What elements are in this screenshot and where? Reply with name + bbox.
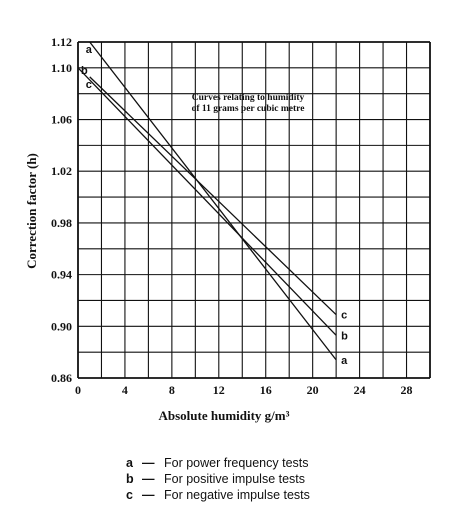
- curve-start-label-a: a: [86, 44, 93, 56]
- legend-item-a: a — For power frequency tests: [126, 455, 310, 471]
- y-tick-label: 0.98: [51, 216, 72, 230]
- legend-key-a: a: [126, 456, 133, 470]
- legend-label-b: For positive impulse tests: [164, 472, 306, 486]
- curve-a: [89, 41, 337, 361]
- y-tick-label: 1.10: [51, 61, 72, 75]
- curve-end-label-b: b: [341, 330, 348, 342]
- legend-label-c: For negative impulse tests: [164, 488, 310, 502]
- legend-key-b: b: [126, 472, 134, 486]
- curves: [77, 41, 337, 361]
- legend-key-c: c: [126, 488, 133, 502]
- curve-start-label-b: b: [81, 65, 88, 77]
- y-tick-label: 1.02: [51, 164, 72, 178]
- x-tick-label: 28: [401, 383, 413, 397]
- x-tick-label: 24: [354, 383, 366, 397]
- x-tick-label: 0: [75, 383, 81, 397]
- x-tick-label: 4: [122, 383, 128, 397]
- y-tick-label: 0.90: [51, 319, 72, 333]
- x-axis-title: Absolute humidity g/m³: [158, 408, 289, 423]
- curve-start-label-c: c: [86, 79, 92, 91]
- annotation-line-1: Curves relating to humidity: [192, 93, 305, 103]
- legend-dash: —: [142, 488, 155, 502]
- legend-item-c: c — For negative impulse tests: [126, 487, 310, 503]
- curve-b: [77, 67, 337, 336]
- curve-end-label-a: a: [341, 355, 348, 367]
- x-tick-label: 12: [213, 383, 225, 397]
- legend-label-a: For power frequency tests: [164, 456, 309, 470]
- annotation-line-2: of 11 grams per cubic metre: [192, 104, 305, 114]
- x-tick-label: 20: [307, 383, 319, 397]
- legend-item-b: b — For positive impulse tests: [126, 471, 310, 487]
- legend-dash: —: [142, 472, 155, 486]
- y-tick-label: 1.12: [51, 35, 72, 49]
- legend: a — For power frequency tests b — For positi…: [126, 455, 310, 503]
- x-tick-label: 8: [169, 383, 175, 397]
- y-tick-label: 0.86: [51, 371, 72, 385]
- curve-c: [89, 76, 337, 316]
- grid-lines: [77, 41, 431, 379]
- y-tick-label: 0.94: [51, 268, 72, 282]
- tick-labels: 0 4 8 12 16 20 24 28 1.12 1.10 1.06 1.02 0.98 0.94 0.9…: [51, 35, 413, 397]
- y-axis-title: Correction factor (h): [24, 153, 39, 269]
- curve-end-label-c: c: [341, 310, 347, 322]
- legend-dash: —: [142, 456, 155, 470]
- y-tick-label: 1.06: [51, 113, 72, 127]
- x-tick-label: 16: [260, 383, 272, 397]
